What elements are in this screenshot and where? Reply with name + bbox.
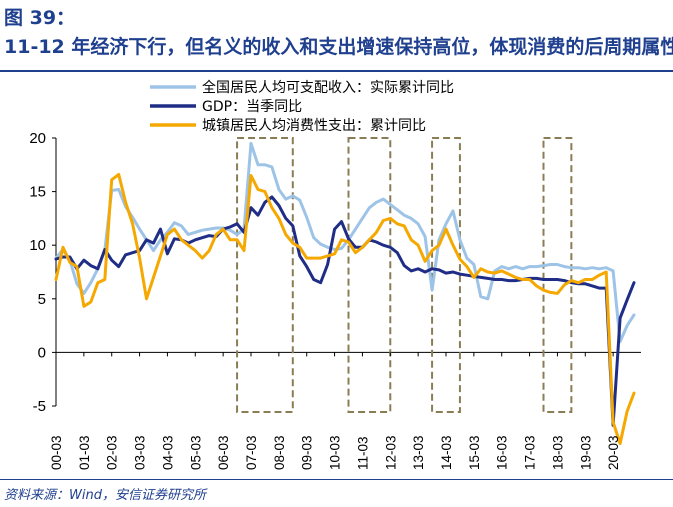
title-divider bbox=[0, 70, 673, 72]
series-line-gdp bbox=[54, 195, 636, 427]
chart-series bbox=[54, 141, 636, 445]
x-tick-label: 11-03 bbox=[355, 436, 370, 470]
x-tick-label: 03-03 bbox=[133, 435, 148, 470]
source-note: 资料来源：Wind，安信证券研究所 bbox=[4, 488, 206, 503]
x-tick-label: 20-03 bbox=[606, 435, 621, 470]
x-tick-label: 16-03 bbox=[495, 435, 510, 470]
figure-title: 图 39： 11-12 年经济下行，但名义的收入和支出增速保持高位，体现消费的后周… bbox=[4, 4, 673, 62]
series-line-consumption bbox=[54, 172, 636, 445]
x-tick-label: 15-03 bbox=[467, 435, 482, 470]
x-tick-label: 00-03 bbox=[49, 435, 64, 470]
highlight-box bbox=[431, 137, 461, 413]
x-tick-label: 17-03 bbox=[523, 435, 538, 470]
figure-number: 图 39： bbox=[4, 7, 76, 29]
x-axis-ticks: 00-03 01-03 02-03 03-03 04-03 05-03 06-03 07-03… bbox=[49, 352, 621, 470]
y-tick-label: 5 bbox=[38, 291, 46, 308]
x-tick-label: 18-03 bbox=[550, 435, 565, 470]
legend-label-consumption: 城镇居民人均消费性支出：累计同比 bbox=[202, 118, 426, 134]
x-tick-label: 10-03 bbox=[328, 435, 343, 470]
legend-label-gdp: GDP：当季同比 bbox=[202, 99, 302, 115]
chart-legend: 全国居民人均可支配收入：实际累计同比 GDP：当季同比城镇居民人均消费性支出：累计… bbox=[150, 79, 454, 134]
line-chart: 全国居民人均可支配收入：实际累计同比 GDP：当季同比城镇居民人均消费性支出：累计… bbox=[29, 79, 641, 470]
y-tick-label: -5 bbox=[33, 398, 46, 415]
highlight-box bbox=[347, 137, 392, 413]
x-tick-label: 07-03 bbox=[244, 435, 259, 470]
highlight-box bbox=[236, 137, 294, 413]
series-line-income bbox=[54, 141, 636, 344]
y-tick-label: 0 bbox=[38, 344, 46, 361]
y-tick-label: 10 bbox=[29, 237, 46, 254]
x-tick-label: 12-03 bbox=[383, 435, 398, 470]
source-divider bbox=[0, 479, 673, 480]
x-tick-label: 13-03 bbox=[411, 435, 426, 470]
x-tick-label: 01-03 bbox=[77, 435, 92, 470]
x-tick-label: 08-03 bbox=[272, 435, 287, 470]
figure-title-text: 11-12 年经济下行，但名义的收入和支出增速保持高位，体现消费的后周期属性 bbox=[4, 36, 673, 58]
x-tick-label: 04-03 bbox=[160, 435, 175, 470]
y-axis-ticks: -5 0 5 10 15 20 bbox=[29, 130, 56, 415]
x-tick-label: 09-03 bbox=[300, 435, 315, 470]
x-tick-label: 02-03 bbox=[105, 435, 120, 470]
x-tick-label: 19-03 bbox=[578, 435, 593, 470]
x-tick-label: 06-03 bbox=[216, 435, 231, 470]
y-tick-label: 20 bbox=[29, 130, 46, 147]
x-tick-label: 05-03 bbox=[188, 435, 203, 470]
legend-label-income: 全国居民人均可支配收入：实际累计同比 bbox=[202, 79, 454, 96]
y-tick-label: 15 bbox=[29, 184, 46, 201]
highlight-boxes bbox=[236, 137, 573, 413]
x-tick-label: 14-03 bbox=[439, 435, 454, 470]
highlight-box bbox=[542, 137, 573, 413]
